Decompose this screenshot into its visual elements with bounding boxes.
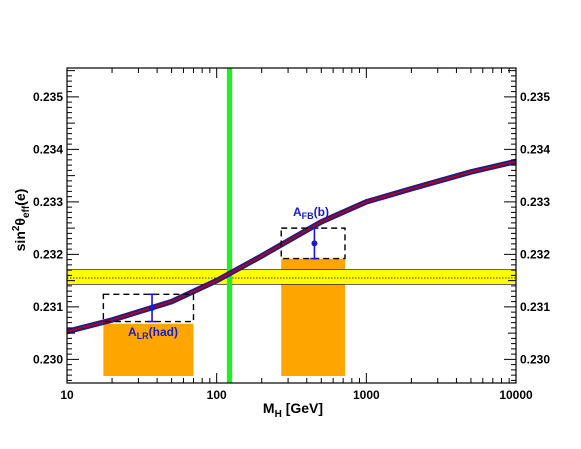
alr-label-sub: LR [137, 331, 149, 341]
y-tick-label-right-4: 0.234 [520, 142, 550, 156]
y-tick-label-left-5: 0.235 [33, 90, 63, 104]
x-axis-title-main: M [263, 400, 275, 416]
afb-label: AFB(b) [293, 205, 329, 221]
sm-prediction [66, 158, 517, 335]
tick-labels: 10 100 1000 10000 0.230 0.230 0.231 0.231 0.232 0… [33, 90, 550, 402]
afb-label-sub: FB [302, 211, 314, 221]
y-tick-label-right-2: 0.232 [520, 247, 550, 261]
y-axis-title-theta: θ [12, 218, 28, 226]
y-tick-label-left-4: 0.234 [33, 142, 63, 156]
y-axis-title-sub: eff [21, 205, 32, 218]
afb-label-main: A [293, 205, 302, 219]
alr-label-rest: (had) [149, 325, 178, 339]
x-tick-label-0: 10 [60, 388, 74, 402]
y-tick-label-left-3: 0.233 [33, 195, 63, 209]
x-axis-title-rest: [GeV] [282, 400, 323, 416]
y-tick-label-right-3: 0.233 [520, 195, 550, 209]
x-axis-title-sub: H [275, 409, 282, 420]
y-axis-title-sup: 2 [11, 225, 22, 231]
x-tick-label-2: 1000 [353, 388, 380, 402]
x-tick-label-3: 10000 [499, 388, 533, 402]
x-axis-title: MH [GeV] [263, 400, 323, 420]
measurement-point-1 [311, 240, 318, 247]
higgs-mass-band [226, 68, 233, 383]
y-axis-title-rest: (e) [12, 189, 28, 206]
axes [66, 67, 517, 384]
alr-label-main: A [128, 325, 137, 339]
y-tick-label-left-1: 0.231 [33, 300, 63, 314]
y-axis-title-pre: sin [12, 231, 28, 251]
plot-frame [66, 67, 517, 384]
afb-label-rest: (b) [314, 205, 329, 219]
measurements [148, 227, 319, 323]
y-tick-label-right-0: 0.230 [520, 352, 550, 366]
orange-region-0 [103, 323, 194, 376]
y-tick-label-left-0: 0.230 [33, 352, 63, 366]
alr-label: ALR(had) [128, 325, 178, 341]
x-tick-label-1: 100 [207, 388, 227, 402]
measurement-point-0 [149, 304, 156, 311]
sm-central-line [66, 160, 517, 333]
y-axis-title: sin2θeff(e) [11, 189, 32, 252]
y-tick-label-right-1: 0.231 [520, 300, 550, 314]
y-tick-label-left-2: 0.232 [33, 247, 63, 261]
y-tick-label-right-5: 0.235 [520, 90, 550, 104]
world-average-band [66, 269, 517, 285]
